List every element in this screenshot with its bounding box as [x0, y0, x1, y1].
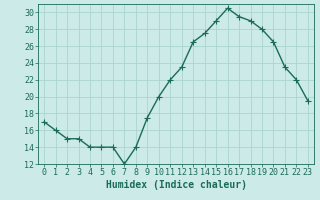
- X-axis label: Humidex (Indice chaleur): Humidex (Indice chaleur): [106, 180, 246, 190]
